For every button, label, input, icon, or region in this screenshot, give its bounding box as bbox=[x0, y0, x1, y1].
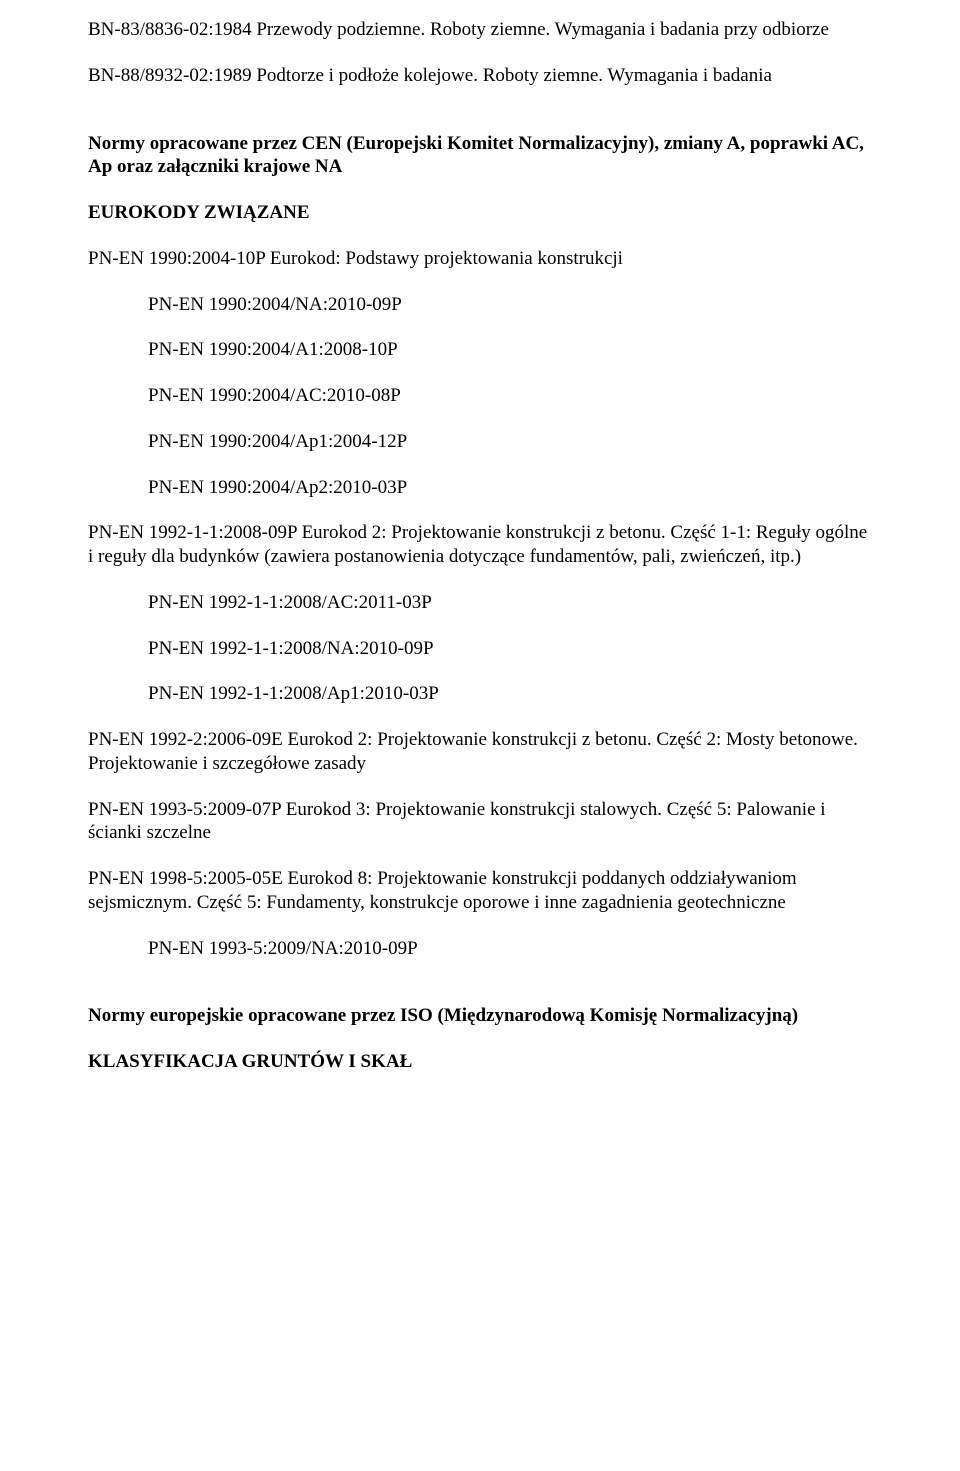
list-item: PN-EN 1992-1-1:2008/AC:2011-03P bbox=[88, 591, 872, 615]
list-item: PN-EN 1990:2004/NA:2010-09P bbox=[88, 293, 872, 317]
paragraph: BN-88/8932-02:1989 Podtorze i podłoże ko… bbox=[88, 64, 872, 88]
heading-klasyfikacja: KLASYFIKACJA GRUNTÓW I SKAŁ bbox=[88, 1050, 872, 1074]
heading-norms-iso: Normy europejskie opracowane przez ISO (… bbox=[88, 1004, 872, 1028]
paragraph: PN-EN 1992-2:2006-09E Eurokod 2: Projekt… bbox=[88, 728, 872, 776]
indented-list: PN-EN 1993-5:2009/NA:2010-09P bbox=[88, 937, 872, 961]
document-page: BN-83/8836-02:1984 Przewody podziemne. R… bbox=[0, 0, 960, 1136]
indented-list: PN-EN 1992-1-1:2008/AC:2011-03P PN-EN 19… bbox=[88, 591, 872, 706]
list-item: PN-EN 1990:2004/AC:2010-08P bbox=[88, 384, 872, 408]
paragraph: PN-EN 1990:2004-10P Eurokod: Podstawy pr… bbox=[88, 247, 872, 271]
paragraph: PN-EN 1993-5:2009-07P Eurokod 3: Projekt… bbox=[88, 798, 872, 846]
heading-eurokody: EUROKODY ZWIĄZANE bbox=[88, 201, 872, 225]
paragraph: PN-EN 1998-5:2005-05E Eurokod 8: Projekt… bbox=[88, 867, 872, 915]
indented-list: PN-EN 1990:2004/NA:2010-09P PN-EN 1990:2… bbox=[88, 293, 872, 500]
list-item: PN-EN 1990:2004/Ap1:2004-12P bbox=[88, 430, 872, 454]
list-item: PN-EN 1990:2004/Ap2:2010-03P bbox=[88, 476, 872, 500]
list-item: PN-EN 1992-1-1:2008/NA:2010-09P bbox=[88, 637, 872, 661]
paragraph: PN-EN 1992-1-1:2008-09P Eurokod 2: Proje… bbox=[88, 521, 872, 569]
heading-norms-cen: Normy opracowane przez CEN (Europejski K… bbox=[88, 132, 872, 180]
list-item: PN-EN 1993-5:2009/NA:2010-09P bbox=[88, 937, 872, 961]
paragraph: BN-83/8836-02:1984 Przewody podziemne. R… bbox=[88, 18, 872, 42]
list-item: PN-EN 1990:2004/A1:2008-10P bbox=[88, 338, 872, 362]
list-item: PN-EN 1992-1-1:2008/Ap1:2010-03P bbox=[88, 682, 872, 706]
